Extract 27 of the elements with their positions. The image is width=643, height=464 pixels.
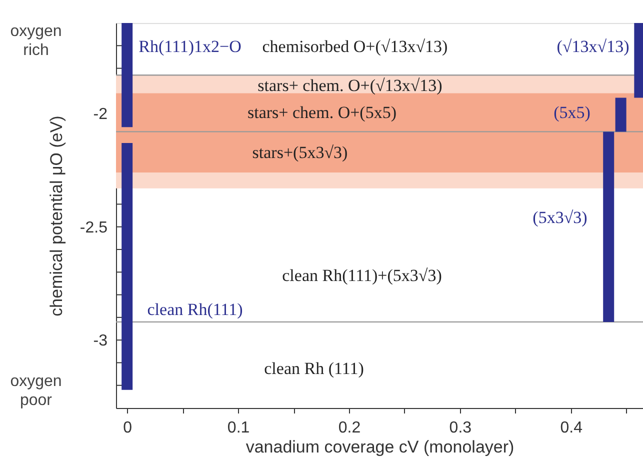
- x-tick-label: 0.4: [560, 420, 583, 436]
- annotation: stars+ chem. O+(√13x√13): [258, 76, 442, 95]
- annotation: Rh(111)1x2−O: [138, 37, 242, 56]
- y-tick-label: -2.5: [80, 219, 108, 236]
- annotation: (√13x√13): [556, 37, 630, 56]
- bar: [122, 23, 133, 128]
- x-tick-label: 0.3: [449, 420, 472, 436]
- text: oxygen poor: [10, 373, 62, 409]
- bar: [603, 132, 614, 322]
- annotation: (5x5): [554, 103, 590, 122]
- x-axis-title: vanadium coverage cV (monolayer): [246, 438, 514, 456]
- x-tick-label: 0.1: [227, 420, 250, 436]
- y-axis-title: chemical potential μO (eV): [46, 116, 66, 316]
- annotation: stars+(5x3√3): [252, 143, 348, 162]
- text: oxygen rich: [10, 23, 62, 59]
- annotation: clean Rh(111): [147, 300, 243, 319]
- x-tick-label: 0.2: [338, 420, 361, 436]
- x-tick-label: 0: [123, 420, 132, 436]
- annotation: stars+ chem. O+(5x5): [248, 103, 396, 122]
- annotation: clean Rh(111)+(5x3√3): [282, 266, 442, 285]
- annotation: clean Rh (111): [264, 359, 364, 378]
- bar: [615, 98, 626, 132]
- annotation: chemisorbed O+(√13x√13): [262, 37, 448, 56]
- annotation: (5x3√3): [532, 208, 588, 227]
- y-tick-label: -3: [93, 332, 108, 350]
- y-tick-label: -2: [93, 106, 108, 124]
- bar: [122, 143, 133, 390]
